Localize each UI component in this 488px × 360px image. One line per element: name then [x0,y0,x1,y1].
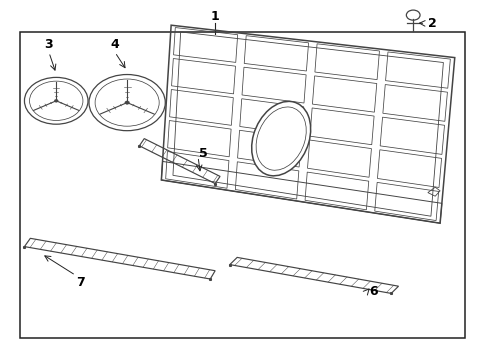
Ellipse shape [251,102,310,176]
Text: 5: 5 [198,147,207,159]
Text: 6: 6 [368,285,377,298]
Text: 1: 1 [210,10,219,23]
Text: 2: 2 [427,17,436,30]
Circle shape [124,101,129,104]
Circle shape [54,99,58,102]
Text: 7: 7 [76,276,85,289]
Bar [20,32,464,338]
Text: 4: 4 [110,39,119,51]
Text: 3: 3 [44,39,53,51]
